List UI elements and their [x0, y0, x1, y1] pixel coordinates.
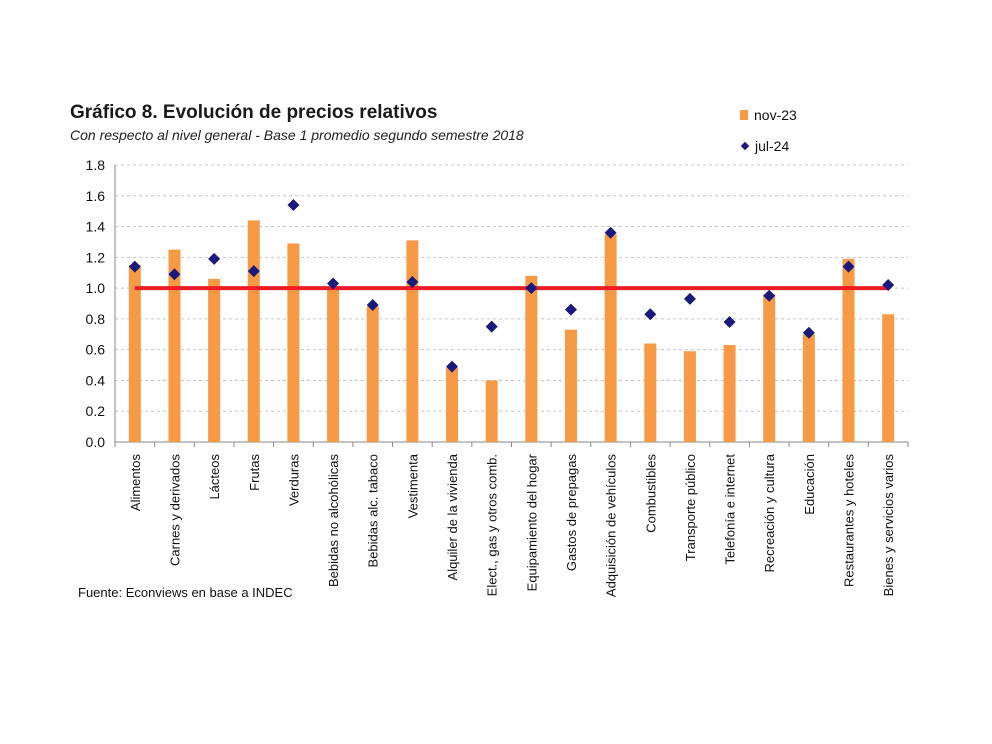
- x-tick-label: Carnes y derivados: [167, 454, 182, 566]
- bar-nov-23: [723, 345, 736, 442]
- marker-jul-24: [247, 265, 260, 278]
- x-tick-label: Elect., gas y otros comb.: [485, 454, 500, 596]
- marker-jul-24: [644, 308, 657, 321]
- x-tick-label: Alquiler de la vivienda: [445, 453, 460, 580]
- marker-jul-24: [842, 260, 855, 273]
- x-tick-label: Vestimenta: [405, 453, 420, 518]
- y-tick-label: 0.6: [86, 342, 106, 358]
- bar-nov-23: [683, 351, 696, 442]
- marker-jul-24: [168, 268, 181, 281]
- marker-jul-24: [564, 303, 577, 316]
- bar-nov-23: [802, 334, 815, 442]
- bar-nov-23: [564, 329, 577, 442]
- marker-jul-24: [763, 289, 776, 302]
- bar-nov-23: [604, 234, 617, 442]
- marker-jul-24: [446, 360, 459, 373]
- x-tick-label: Alimentos: [128, 454, 143, 512]
- x-tick-label: Gastos de prepagas: [564, 454, 579, 572]
- bar-nov-23: [287, 243, 300, 442]
- y-tick-label: 1.4: [86, 219, 106, 235]
- marker-jul-24: [882, 279, 895, 292]
- marker-jul-24: [208, 252, 221, 265]
- marker-jul-24: [366, 299, 379, 312]
- x-tick-label: Lácteos: [207, 454, 222, 500]
- y-tick-label: 1.6: [86, 188, 106, 204]
- x-tick-label: Bebidas alc. tabaco: [366, 454, 381, 567]
- legend-item-jul-24: jul-24: [740, 138, 789, 154]
- chart-title: Gráfico 8. Evolución de precios relativo…: [70, 102, 438, 123]
- bar-nov-23: [446, 368, 459, 442]
- marker-jul-24: [406, 275, 419, 288]
- y-tick-label: 1.8: [86, 157, 106, 173]
- x-tick-label: Adquisición de vehículos: [604, 454, 619, 598]
- bar-nov-23: [327, 286, 340, 442]
- bar-nov-23: [842, 258, 855, 442]
- marker-jul-24: [128, 260, 141, 273]
- marker-jul-24: [683, 292, 696, 305]
- x-tick-label: Frutas: [247, 454, 262, 491]
- y-tick-label: 0.4: [86, 372, 106, 388]
- x-tick-label: Restaurantes y hoteles: [842, 454, 857, 587]
- x-tick-label: Bienes y servicios varios: [881, 454, 896, 597]
- bar-nov-23: [882, 314, 895, 442]
- x-tick-label: Verduras: [286, 454, 301, 507]
- bar-nov-23: [366, 306, 379, 442]
- x-tick-label: Transporte público: [683, 454, 698, 561]
- y-tick-label: 0.2: [86, 403, 106, 419]
- marker-jul-24: [604, 226, 617, 239]
- legend-label-nov-23: nov-23: [754, 107, 797, 123]
- x-tick-label: Combustibles: [643, 454, 658, 533]
- bar-nov-23: [525, 275, 538, 442]
- bar-nov-23: [763, 294, 776, 442]
- chart-source: Fuente: Econviews en base a INDEC: [78, 585, 293, 600]
- legend-item-nov-23: nov-23: [740, 107, 797, 123]
- marker-jul-24: [525, 282, 538, 295]
- y-tick-label: 0.0: [86, 434, 106, 450]
- marker-jul-24: [485, 320, 498, 333]
- x-tick-label: Equipamiento del hogar: [524, 453, 539, 591]
- y-tick-label: 0.8: [86, 311, 106, 327]
- bar-nov-23: [247, 220, 260, 442]
- marker-jul-24: [723, 315, 736, 328]
- x-tick-label: Educación: [802, 454, 817, 515]
- y-tick-label: 1.2: [86, 249, 106, 265]
- bar-nov-23: [168, 249, 181, 442]
- x-tick-label: Bebidas no alcohólicas: [326, 454, 341, 587]
- x-tick-label: Recreación y cultura: [762, 453, 777, 572]
- bar-nov-23: [208, 278, 221, 442]
- bar-nov-23: [644, 343, 657, 442]
- bar-nov-23: [128, 265, 141, 442]
- bar-nov-23: [406, 240, 419, 442]
- x-tick-label: Telefonía e internet: [723, 454, 738, 565]
- bar-nov-23: [485, 380, 498, 442]
- marker-jul-24: [287, 199, 300, 212]
- y-tick-label: 1.0: [86, 280, 106, 296]
- marker-jul-24: [802, 326, 815, 339]
- legend-label-jul-24: jul-24: [755, 138, 790, 154]
- chart-subtitle: Con respecto al nivel general - Base 1 p…: [70, 127, 524, 143]
- legend-bar-swatch: [740, 110, 748, 120]
- marker-jul-24: [327, 277, 340, 290]
